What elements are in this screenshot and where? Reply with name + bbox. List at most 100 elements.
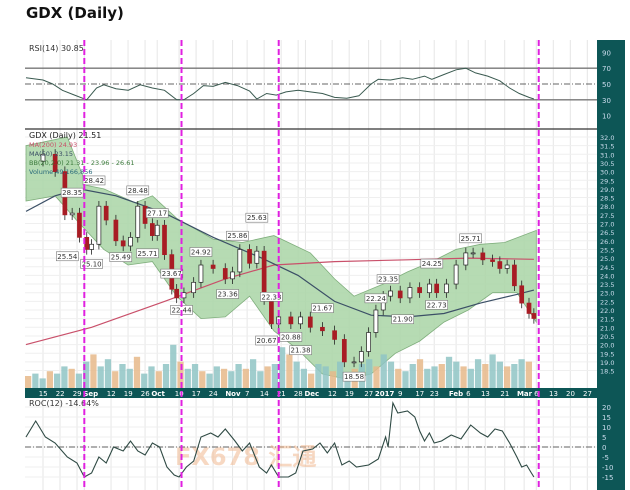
candle-up (470, 252, 476, 255)
price-label: 23.36 (218, 290, 239, 298)
candle-down (222, 268, 228, 280)
volume-bar (496, 361, 503, 388)
price-label: 18.58 (344, 373, 364, 381)
volume-bar (83, 361, 90, 388)
candle-down (174, 288, 179, 299)
candle-up (453, 264, 459, 285)
volume-bar (148, 366, 155, 388)
candle-up (128, 236, 133, 247)
candle-down (120, 240, 126, 247)
rsi-tick-label: 50 (602, 81, 611, 89)
volume-bar (133, 356, 141, 388)
x-tick-label: 23 (430, 390, 439, 398)
y-axis-panel (597, 40, 625, 490)
volume-bar (337, 361, 344, 388)
price-label: 23.35 (378, 276, 398, 284)
price-label: 22.33 (261, 293, 281, 301)
price-label-box (216, 289, 239, 299)
volume-bar (235, 364, 242, 388)
price-label-box (60, 187, 84, 198)
volume-bar (68, 368, 75, 388)
volume-bar (474, 359, 482, 388)
candle-down (84, 236, 90, 250)
candle-down (490, 259, 495, 262)
candle-up (254, 250, 260, 264)
rsi-tick-label: 30 (602, 97, 611, 105)
price-label-box (420, 258, 444, 269)
volume-bar (366, 359, 373, 388)
price-label-box (109, 252, 133, 262)
volume-bar (242, 368, 249, 388)
candle-up (230, 271, 235, 280)
price-tick-label: 26.5 (600, 229, 614, 237)
volume-bar (525, 361, 532, 388)
volume-bar (104, 359, 112, 388)
volume-bar (503, 366, 511, 388)
volume-bar (61, 366, 68, 388)
x-tick-label: 28 (294, 390, 303, 398)
candle-up (444, 283, 449, 294)
price-label-box (255, 335, 278, 346)
x-tick-label: Dec (304, 390, 319, 398)
candle-up (135, 205, 141, 238)
price-tick-label: 21.5 (600, 316, 614, 324)
x-tick-label: 24 (209, 390, 218, 398)
x-tick-label: 2017 (375, 390, 395, 398)
price-label-box (425, 300, 448, 310)
roc-legend: ROC(12) -14.64% (29, 399, 99, 408)
volume-bar (467, 368, 474, 388)
volume-bar (271, 364, 278, 388)
x-tick-label: 19 (345, 390, 354, 398)
candle-down (341, 339, 347, 363)
candle-down (480, 252, 486, 261)
x-tick-label: 26 (141, 390, 150, 398)
candle-down (531, 313, 537, 319)
price-tick-label: 28.0 (600, 203, 614, 211)
volume-bar (206, 373, 213, 388)
price-label-box (376, 274, 400, 284)
rsi-line (25, 67, 535, 101)
price-label: 22.73 (427, 301, 447, 309)
price-label-box (311, 303, 334, 314)
volume-bar (445, 356, 453, 388)
price-label-box (459, 233, 482, 244)
price-tick-label: 20.0 (600, 342, 614, 350)
volume-bar (489, 354, 496, 388)
volume-bar (90, 354, 97, 388)
price-tick-label: 30.0 (600, 169, 614, 177)
x-tick-label: Sep (83, 390, 98, 398)
price-label-box (245, 212, 269, 223)
price-legend-4: Volume 49,166,856 (29, 168, 92, 176)
price-legend-2: MA(50) 23.15 (29, 150, 73, 158)
price-label: 25.63 (247, 214, 267, 222)
volume-bar (257, 371, 264, 388)
volume-bar (141, 373, 148, 388)
price-legend-3: BB(20,2.0) 21.31 - 23.96 - 26.61 (29, 159, 135, 167)
candle-up (198, 264, 204, 283)
volume-bar (511, 364, 518, 388)
volume-bar (25, 376, 32, 388)
price-tick-label: 31.0 (600, 151, 614, 159)
volume-bar (416, 359, 424, 388)
price-label: 21.38 (291, 347, 311, 355)
volume-bar (387, 361, 395, 388)
price-tick-label: 24.5 (600, 264, 614, 272)
x-tick-label: 6 (534, 390, 539, 398)
price-tick-label: 25.0 (600, 255, 614, 263)
candle-down (320, 326, 325, 332)
volume-bar (220, 368, 228, 388)
x-tick-label: 20 (566, 390, 575, 398)
volume-bar (162, 364, 170, 388)
volume-bar (32, 373, 39, 388)
volume-bar (293, 361, 300, 388)
x-tick-label: 21 (277, 390, 286, 398)
candle-up (69, 212, 75, 216)
price-tick-label: 31.5 (600, 143, 614, 151)
candle-down (519, 285, 525, 304)
price-label: 27.17 (147, 210, 167, 218)
roc-tick-label: -15 (602, 474, 613, 482)
candle-up (96, 205, 102, 245)
x-tick-label: 22 (56, 390, 65, 398)
volume-bar (191, 364, 199, 388)
